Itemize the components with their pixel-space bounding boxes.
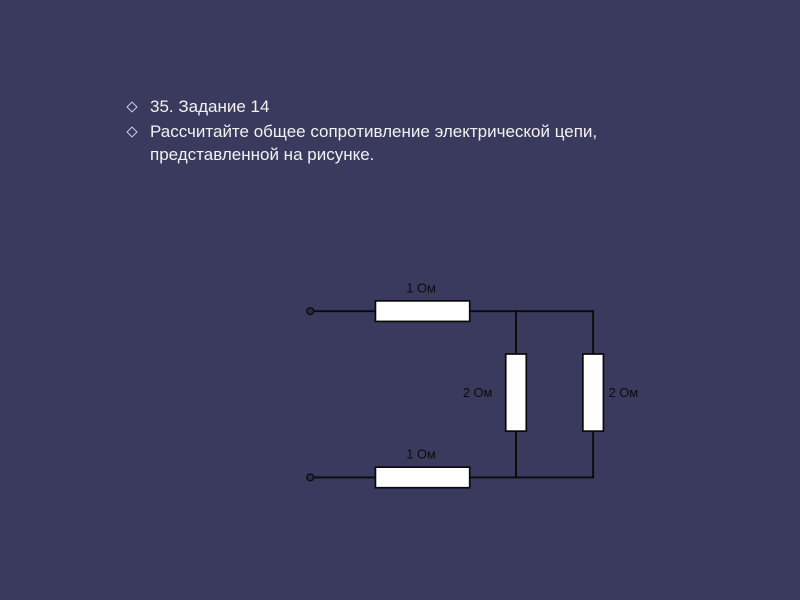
bullet-line-title: 35. Задание 14 [128,96,728,119]
svg-text:2 Ом: 2 Ом [609,385,639,400]
circuit-diagram: 1 Ом 2 Ом 2 Ом 1 Ом [204,230,684,550]
svg-text:2 Ом: 2 Ом [463,385,493,400]
svg-text:1 Ом: 1 Ом [406,280,436,295]
slide-title: 35. Задание 14 [150,96,269,119]
svg-text:1 Ом: 1 Ом [406,447,436,462]
text-block: 35. Задание 14 Рассчитайте общее сопроти… [128,96,728,169]
bullet-line-body: Рассчитайте общее сопротивление электрич… [128,121,728,167]
slide-body: Рассчитайте общее сопротивление электрич… [150,121,728,167]
slide-root: 35. Задание 14 Рассчитайте общее сопроти… [0,0,800,600]
circuit-svg: 1 Ом 2 Ом 2 Ом 1 Ом [204,230,684,550]
bullet-icon [126,101,137,112]
bullet-icon [126,126,137,137]
